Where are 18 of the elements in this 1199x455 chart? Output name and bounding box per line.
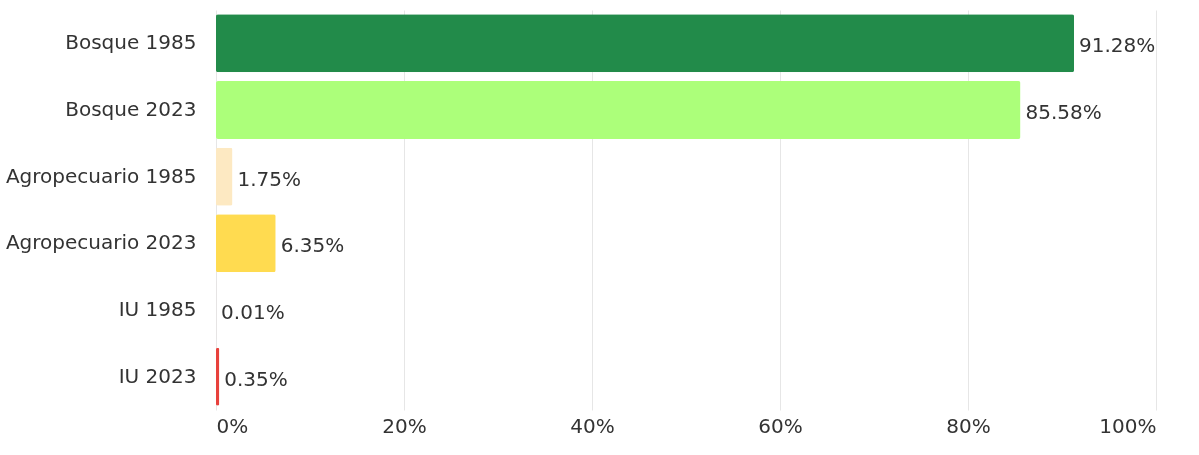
y-tick-label: Bosque 1985 — [65, 30, 197, 55]
y-tick-label: Agropecuario 1985 — [5, 163, 197, 188]
x-tick-label: 40% — [570, 413, 615, 438]
x-tick-label: 80% — [946, 413, 991, 438]
y-tick-label: IU 1985 — [118, 297, 197, 321]
data-label: 6.35% — [280, 233, 345, 258]
x-tick-label: 0% — [216, 413, 249, 438]
y-tick-label: Bosque 2023 — [65, 97, 197, 121]
data-label: 1.75% — [237, 166, 301, 191]
data-label: 91.28% — [1079, 33, 1156, 58]
data-label: 0.35% — [224, 366, 288, 391]
y-tick-label: IU 2023 — [118, 363, 197, 388]
x-tick-label: 100% — [1099, 413, 1157, 438]
data-label: 0.01% — [221, 300, 285, 324]
data-label: 85.58% — [1025, 100, 1102, 124]
y-tick-label: Agropecuario 2023 — [5, 230, 197, 255]
x-tick-label: 20% — [382, 413, 427, 438]
x-tick-label: 60% — [758, 413, 803, 438]
